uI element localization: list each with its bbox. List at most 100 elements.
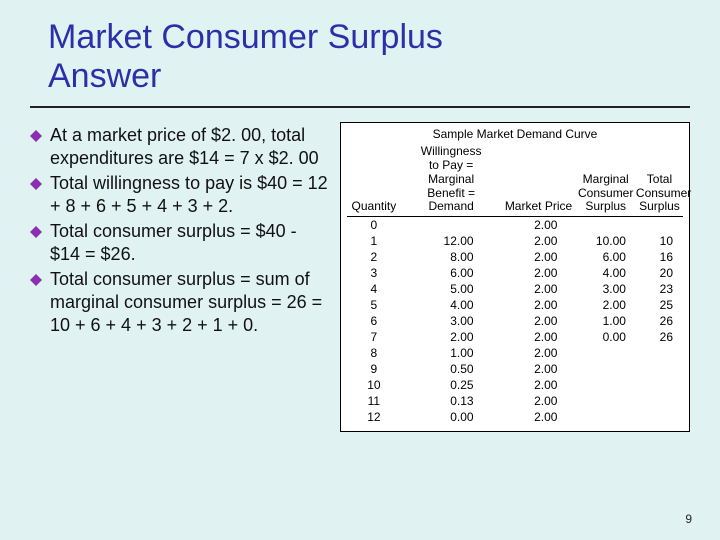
cell-mp: 2.00	[502, 249, 576, 265]
title-underline	[30, 106, 690, 108]
bullet-item: Total consumer surplus = $40 - $14 = $26…	[30, 220, 330, 266]
cell-mp: 2.00	[502, 265, 576, 281]
cell-mp: 2.00	[502, 393, 576, 409]
table-body: 02.00112.002.0010.001028.002.006.001636.…	[347, 217, 683, 426]
cell-wtp: 8.00	[401, 249, 502, 265]
cell-tcs: 10	[636, 233, 683, 249]
table-row: 72.002.000.0026	[347, 329, 683, 345]
table-title: Sample Market Demand Curve	[347, 127, 683, 141]
cell-mp: 2.00	[502, 281, 576, 297]
col-tcs: Total Consumer Surplus	[636, 145, 683, 216]
cell-q: 4	[347, 281, 401, 297]
diamond-icon	[30, 172, 50, 218]
table-row: 54.002.002.0025	[347, 297, 683, 313]
bullet-list: At a market price of $2. 00, total expen…	[30, 122, 330, 432]
cell-wtp: 4.00	[401, 297, 502, 313]
cell-q: 3	[347, 265, 401, 281]
cell-mcs: 1.00	[575, 313, 635, 329]
cell-q: 7	[347, 329, 401, 345]
bullet-text: Total consumer surplus = sum of marginal…	[50, 268, 330, 337]
slide-title: Market Consumer Surplus Answer	[30, 18, 690, 106]
cell-q: 2	[347, 249, 401, 265]
bullet-text: Total willingness to pay is $40 = 12 + 8…	[50, 172, 330, 218]
cell-mcs	[575, 377, 635, 393]
cell-mcs: 2.00	[575, 297, 635, 313]
cell-tcs	[636, 409, 683, 425]
table-header-row: Quantity Willingness to Pay = Marginal B…	[347, 145, 683, 216]
title-line-2: Answer	[48, 57, 161, 95]
cell-mcs: 0.00	[575, 329, 635, 345]
cell-wtp: 1.00	[401, 345, 502, 361]
demand-table-box: Sample Market Demand Curve Quantity Will…	[340, 122, 690, 432]
cell-mcs: 10.00	[575, 233, 635, 249]
cell-wtp: 0.00	[401, 409, 502, 425]
cell-q: 1	[347, 233, 401, 249]
bullet-item: Total consumer surplus = sum of marginal…	[30, 268, 330, 337]
table-row: 112.002.0010.0010	[347, 233, 683, 249]
bullet-item: Total willingness to pay is $40 = 12 + 8…	[30, 172, 330, 218]
cell-tcs	[636, 377, 683, 393]
bullet-text: Total consumer surplus = $40 - $14 = $26…	[50, 220, 330, 266]
title-line-1: Market Consumer Surplus	[48, 18, 443, 56]
cell-mp: 2.00	[502, 345, 576, 361]
cell-q: 12	[347, 409, 401, 425]
diamond-icon	[30, 124, 50, 170]
cell-wtp: 0.13	[401, 393, 502, 409]
col-wtp: Willingness to Pay = Marginal Benefit = …	[401, 145, 502, 216]
table-row: 90.502.00	[347, 361, 683, 377]
table-row: 110.132.00	[347, 393, 683, 409]
cell-mp: 2.00	[502, 409, 576, 425]
page-number: 9	[685, 512, 692, 526]
cell-mcs: 6.00	[575, 249, 635, 265]
table-row: 120.002.00	[347, 409, 683, 425]
cell-tcs	[636, 393, 683, 409]
bullet-item: At a market price of $2. 00, total expen…	[30, 124, 330, 170]
cell-q: 5	[347, 297, 401, 313]
cell-q: 6	[347, 313, 401, 329]
cell-tcs: 26	[636, 313, 683, 329]
cell-tcs	[636, 217, 683, 234]
cell-mcs	[575, 409, 635, 425]
cell-mcs: 4.00	[575, 265, 635, 281]
cell-wtp: 12.00	[401, 233, 502, 249]
cell-tcs: 16	[636, 249, 683, 265]
cell-q: 8	[347, 345, 401, 361]
diamond-icon	[30, 268, 50, 337]
diamond-icon	[30, 220, 50, 266]
table-row: 36.002.004.0020	[347, 265, 683, 281]
col-quantity: Quantity	[347, 145, 401, 216]
cell-wtp: 5.00	[401, 281, 502, 297]
table-row: 63.002.001.0026	[347, 313, 683, 329]
col-mcs: Marginal Consumer Surplus	[575, 145, 635, 216]
cell-q: 0	[347, 217, 401, 234]
cell-tcs: 25	[636, 297, 683, 313]
col-market-price: Market Price	[502, 145, 576, 216]
cell-mp: 2.00	[502, 217, 576, 234]
cell-q: 10	[347, 377, 401, 393]
cell-mp: 2.00	[502, 233, 576, 249]
cell-mp: 2.00	[502, 377, 576, 393]
cell-wtp: 6.00	[401, 265, 502, 281]
cell-mp: 2.00	[502, 329, 576, 345]
cell-wtp: 0.50	[401, 361, 502, 377]
table-row: 02.00	[347, 217, 683, 234]
cell-tcs: 23	[636, 281, 683, 297]
bullet-text: At a market price of $2. 00, total expen…	[50, 124, 330, 170]
cell-wtp: 0.25	[401, 377, 502, 393]
cell-tcs	[636, 345, 683, 361]
cell-wtp	[401, 217, 502, 234]
cell-mcs	[575, 361, 635, 377]
table-row: 100.252.00	[347, 377, 683, 393]
cell-mp: 2.00	[502, 313, 576, 329]
table-row: 28.002.006.0016	[347, 249, 683, 265]
cell-mcs	[575, 345, 635, 361]
cell-mcs	[575, 217, 635, 234]
cell-tcs: 26	[636, 329, 683, 345]
cell-mp: 2.00	[502, 297, 576, 313]
table-row: 81.002.00	[347, 345, 683, 361]
cell-mcs	[575, 393, 635, 409]
cell-wtp: 2.00	[401, 329, 502, 345]
cell-mcs: 3.00	[575, 281, 635, 297]
cell-q: 11	[347, 393, 401, 409]
cell-wtp: 3.00	[401, 313, 502, 329]
